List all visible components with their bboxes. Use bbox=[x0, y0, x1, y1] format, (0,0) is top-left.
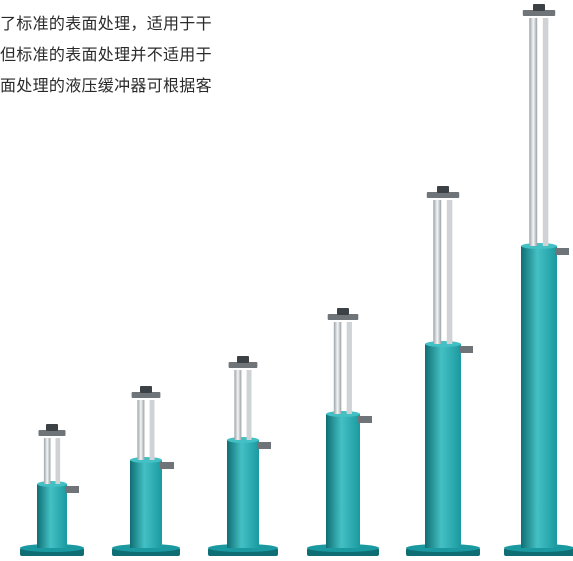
top-cap bbox=[437, 186, 449, 193]
side-bracket bbox=[160, 462, 174, 469]
text-line-3: 面处理的液压缓冲器可根据客 bbox=[0, 76, 212, 95]
cylinder-top bbox=[425, 341, 461, 347]
buffer-1 bbox=[20, 424, 84, 556]
text-line-2: 但标准的表面处理并不适用于 bbox=[0, 45, 212, 64]
guide-rod bbox=[542, 18, 549, 246]
buffer-6 bbox=[504, 4, 573, 556]
piston-rod bbox=[234, 370, 242, 440]
cylinder-top bbox=[227, 437, 259, 443]
cylinder-body bbox=[521, 246, 557, 548]
side-bracket bbox=[257, 442, 271, 449]
piston-rod bbox=[529, 18, 538, 246]
cylinder-top bbox=[521, 243, 557, 249]
top-plate bbox=[228, 362, 258, 368]
guide-rod bbox=[246, 370, 252, 440]
cylinder-body bbox=[37, 484, 67, 548]
text-line-1: 了标准的表面处理，适用于干 bbox=[0, 14, 212, 33]
top-plate bbox=[522, 10, 556, 16]
cylinder-body bbox=[227, 440, 259, 548]
side-bracket bbox=[459, 346, 473, 353]
top-cap bbox=[337, 308, 349, 315]
top-cap bbox=[237, 356, 249, 363]
buffer-5 bbox=[406, 186, 480, 556]
top-cap bbox=[533, 4, 545, 11]
top-plate bbox=[426, 192, 460, 198]
top-plate bbox=[131, 392, 161, 398]
piston-rod bbox=[433, 200, 442, 344]
guide-rod bbox=[346, 322, 352, 414]
side-bracket bbox=[358, 416, 372, 423]
guide-rod bbox=[149, 400, 155, 460]
buffer-4 bbox=[307, 308, 379, 556]
top-cap bbox=[46, 424, 58, 431]
cylinder-body bbox=[130, 460, 162, 548]
piston-rod bbox=[333, 322, 342, 414]
top-plate bbox=[327, 314, 359, 320]
buffer-2 bbox=[112, 386, 180, 556]
cylinder-top bbox=[326, 411, 360, 417]
cylinder-top bbox=[37, 481, 67, 487]
top-cap bbox=[140, 386, 152, 393]
guide-rod bbox=[55, 438, 61, 484]
cylinder-top bbox=[130, 457, 162, 463]
buffer-3 bbox=[208, 356, 278, 556]
cylinder-body bbox=[425, 344, 461, 548]
cylinder-body bbox=[326, 414, 360, 548]
piston-rod bbox=[137, 400, 145, 460]
side-bracket bbox=[65, 486, 79, 493]
guide-rod bbox=[446, 200, 453, 344]
top-plate bbox=[38, 430, 66, 436]
side-bracket bbox=[555, 248, 569, 255]
piston-rod bbox=[43, 438, 51, 484]
description-text: 了标准的表面处理，适用于干 但标准的表面处理并不适用于 面处理的液压缓冲器可根据… bbox=[0, 8, 320, 101]
